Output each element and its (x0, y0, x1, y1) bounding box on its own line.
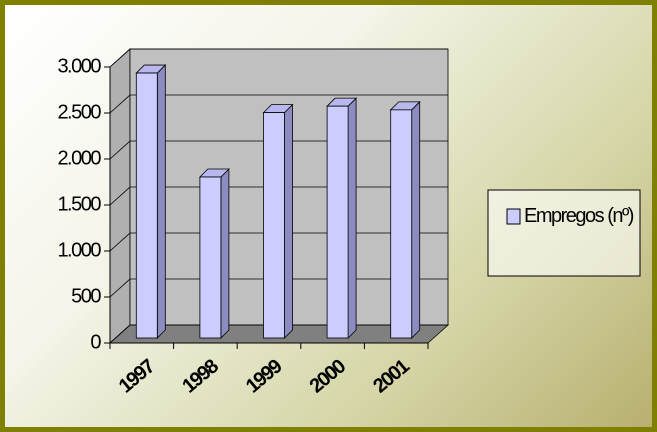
y-tick-label: 2.000 (57, 147, 101, 169)
x-tick-label: 2000 (306, 355, 351, 397)
y-tick-label: 3.000 (57, 55, 101, 77)
bar (263, 112, 285, 339)
bar (326, 105, 349, 339)
bar (390, 109, 413, 339)
x-tick-label: 2001 (369, 355, 414, 397)
chart: 0 500 1.000 1.500 2.000 2.500 3.000 1997 1998 199… (57, 48, 641, 398)
legend-box (487, 189, 641, 277)
bar-side (220, 168, 230, 339)
grid-line (109, 48, 448, 68)
legend-swatch (506, 208, 521, 225)
bar-side (156, 64, 166, 339)
x-tick-label: 1998 (178, 355, 223, 397)
bar-side (347, 97, 357, 339)
bar (135, 72, 158, 339)
x-tick-label: 1997 (115, 355, 160, 397)
y-tick-label: 2.500 (57, 101, 101, 123)
y-tick-label: 500 (71, 285, 101, 307)
y-tick-label: 1.500 (57, 193, 101, 215)
y-tick-label: 1.000 (57, 239, 101, 261)
bar-side (411, 100, 421, 339)
bar (199, 176, 222, 339)
grid-line (109, 94, 448, 114)
y-tick-label: 0 (90, 331, 101, 353)
legend-label: Empregos (nº) (524, 205, 634, 227)
legend-entry: Empregos (nº) (524, 205, 634, 227)
bar-side (284, 103, 293, 339)
x-tick-label: 1999 (242, 355, 287, 397)
